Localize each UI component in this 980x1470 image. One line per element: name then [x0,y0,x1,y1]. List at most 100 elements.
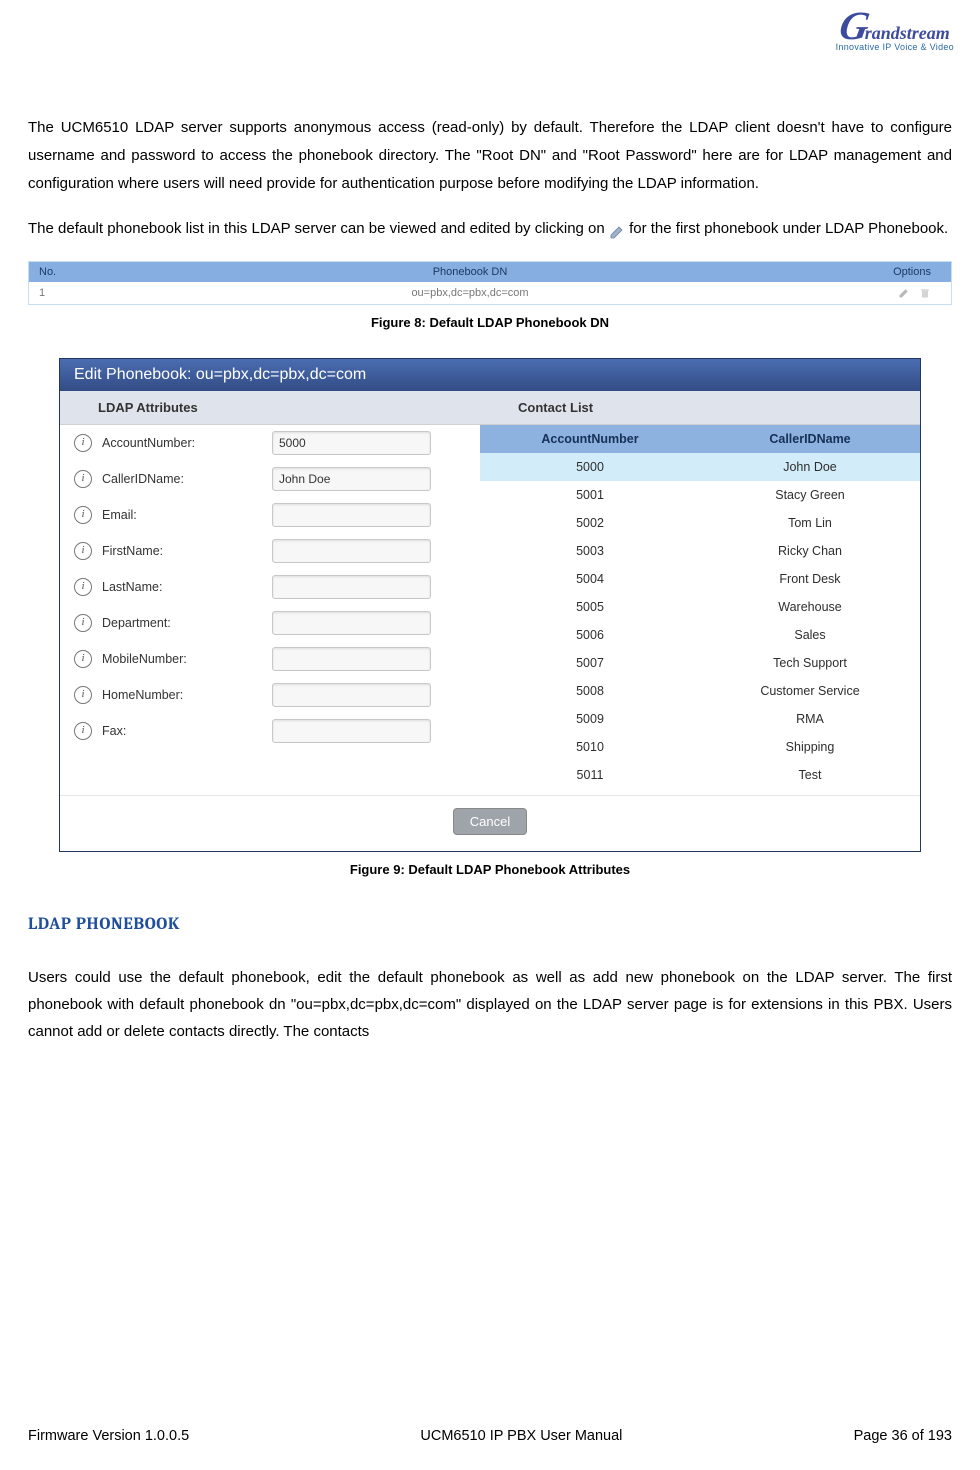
pencil-icon [609,222,625,236]
contact-table-header: AccountNumber CallerIDName [480,425,920,453]
contact-row[interactable]: 5008Customer Service [480,677,920,705]
logo-rest: randstream [865,23,950,43]
contact-name: Warehouse [700,600,920,614]
cell-no: 1 [29,282,110,305]
attribute-label: LastName: [102,580,272,594]
contact-name: Customer Service [700,684,920,698]
col-no: No. [29,262,110,283]
page-footer: Firmware Version 1.0.0.5 UCM6510 IP PBX … [28,1428,952,1444]
attribute-input[interactable] [272,431,431,455]
ldap-attributes-header: LDAP Attributes [60,391,480,425]
attribute-label: Email: [102,508,272,522]
paragraph-2a: The default phonebook list in this LDAP … [28,220,609,237]
contact-name: Ricky Chan [700,544,920,558]
attribute-row: iCallerIDName: [60,461,480,497]
col-dn: Phonebook DN [109,262,831,283]
attribute-input[interactable] [272,467,431,491]
attribute-row: i Email: [60,497,480,533]
contact-name: RMA [700,712,920,726]
contact-name: Stacy Green [700,488,920,502]
attribute-input[interactable] [272,575,431,599]
info-icon[interactable]: i [74,470,92,488]
contact-number: 5009 [480,712,700,726]
phonebook-dn-table: No. Phonebook DN Options 1 ou=pbx,dc=pbx… [28,261,952,305]
cell-dn: ou=pbx,dc=pbx,dc=com [109,282,831,305]
contact-number: 5001 [480,488,700,502]
trash-icon[interactable] [919,287,931,299]
contact-name: Front Desk [700,572,920,586]
contact-col-name: CallerIDName [700,432,920,446]
attribute-row: i HomeNumber: [60,677,480,713]
info-icon[interactable]: i [74,686,92,704]
contact-row[interactable]: 5003Ricky Chan [480,537,920,565]
contact-number: 5003 [480,544,700,558]
attribute-label: AccountNumber: [102,436,272,450]
attribute-label: Fax: [102,724,272,738]
contact-name: Test [700,768,920,782]
attribute-label: Department: [102,616,272,630]
contact-number: 5005 [480,600,700,614]
info-icon[interactable]: i [74,506,92,524]
info-icon[interactable]: i [74,722,92,740]
col-options: Options [831,262,952,283]
section-heading: LDAP PHONEBOOK [28,915,952,934]
info-icon[interactable]: i [74,542,92,560]
attribute-input[interactable] [272,539,431,563]
contact-number: 5008 [480,684,700,698]
contact-number: 5011 [480,768,700,782]
pencil-icon[interactable] [898,287,910,299]
attribute-row: i Department: [60,605,480,641]
attribute-row: i Fax: [60,713,480,749]
info-icon[interactable]: i [74,578,92,596]
attribute-row: i LastName: [60,569,480,605]
contact-row[interactable]: 5000John Doe [480,453,920,481]
paragraph-2: The default phonebook list in this LDAP … [28,215,952,243]
paragraph-2b: for the first phonebook under LDAP Phone… [629,220,948,237]
contact-row[interactable]: 5002Tom Lin [480,509,920,537]
info-icon[interactable]: i [74,434,92,452]
contact-number: 5006 [480,628,700,642]
edit-phonebook-dialog: Edit Phonebook: ou=pbx,dc=pbx,dc=com LDA… [59,358,921,852]
attribute-input[interactable] [272,611,431,635]
contact-number: 5007 [480,656,700,670]
attribute-input[interactable] [272,719,431,743]
attribute-label: MobileNumber: [102,652,272,666]
contact-number: 5004 [480,572,700,586]
attribute-input[interactable] [272,503,431,527]
contact-row[interactable]: 5004Front Desk [480,565,920,593]
attribute-input[interactable] [272,683,431,707]
contact-number: 5010 [480,740,700,754]
info-icon[interactable]: i [74,614,92,632]
contact-name: Tech Support [700,656,920,670]
paragraph-1: The UCM6510 LDAP server supports anonymo… [28,114,952,197]
attribute-row: i MobileNumber: [60,641,480,677]
info-icon[interactable]: i [74,650,92,668]
dialog-title: Edit Phonebook: ou=pbx,dc=pbx,dc=com [60,359,920,391]
footer-left: Firmware Version 1.0.0.5 [28,1428,189,1444]
contact-name: John Doe [700,460,920,474]
attribute-row: i AccountNumber: [60,425,480,461]
contact-list-header: Contact List [480,391,920,425]
attribute-input[interactable] [272,647,431,671]
contact-row[interactable]: 5005Warehouse [480,593,920,621]
contact-name: Shipping [700,740,920,754]
contact-number: 5002 [480,516,700,530]
footer-center: UCM6510 IP PBX User Manual [420,1428,622,1444]
contact-row[interactable]: 5011Test [480,761,920,789]
contact-row[interactable]: 5006Sales [480,621,920,649]
logo: Grandstream Innovative IP Voice & Video [836,8,954,52]
contact-row[interactable]: 5001Stacy Green [480,481,920,509]
cancel-button[interactable]: Cancel [453,808,527,835]
attribute-label: HomeNumber: [102,688,272,702]
contact-row[interactable]: 5010Shipping [480,733,920,761]
contact-name: Sales [700,628,920,642]
contact-row[interactable]: 5009RMA [480,705,920,733]
paragraph-3: Users could use the default phonebook, e… [28,964,952,1045]
figure-8-caption: Figure 8: Default LDAP Phonebook DN [28,315,952,330]
contact-row[interactable]: 5007Tech Support [480,649,920,677]
attribute-label: FirstName: [102,544,272,558]
attribute-row: i FirstName: [60,533,480,569]
figure-9-caption: Figure 9: Default LDAP Phonebook Attribu… [28,862,952,877]
contact-col-number: AccountNumber [480,432,700,446]
logo-g: G [837,8,872,44]
